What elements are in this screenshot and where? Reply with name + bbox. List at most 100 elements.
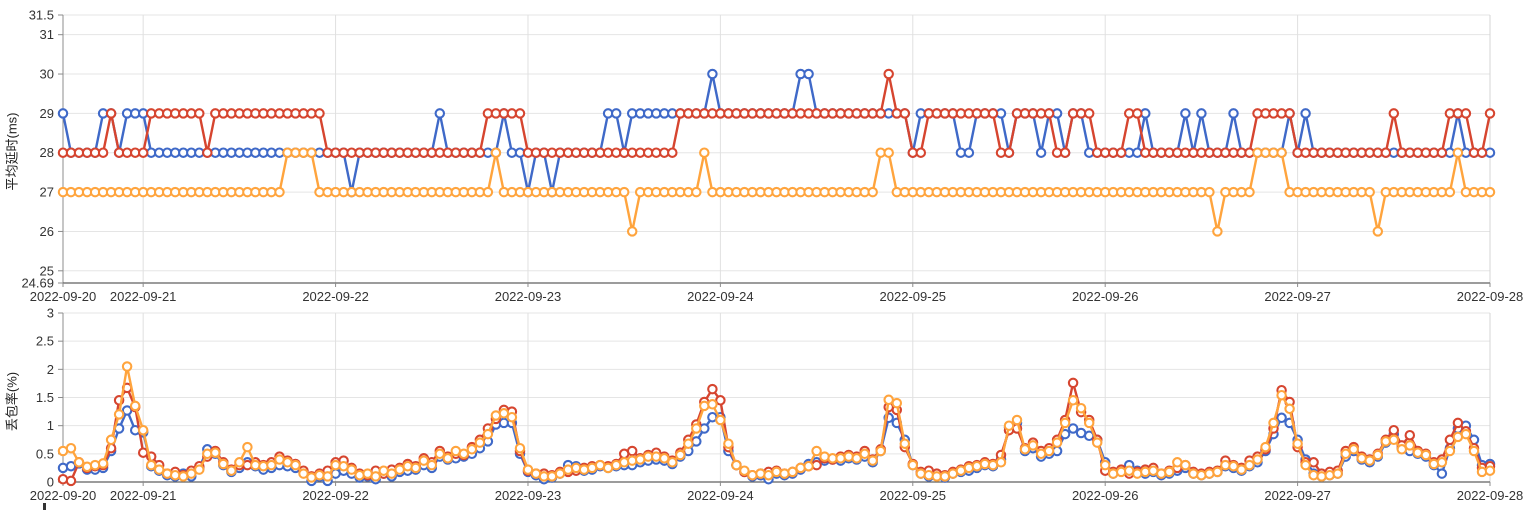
- latency-series-blue: [57, 68, 1496, 198]
- data-point-marker: [715, 395, 726, 406]
- data-point-marker: [1452, 147, 1464, 158]
- x-tick-label: 2022-09-24: [687, 289, 754, 304]
- data-point-marker: [867, 455, 878, 466]
- x-tick-label: 2022-09-22: [302, 488, 369, 503]
- x-tick-label: 2022-09-21: [110, 289, 177, 304]
- x-tick-label: 2022-09-25: [880, 488, 947, 503]
- data-point-marker: [514, 108, 526, 119]
- data-point-marker: [474, 147, 486, 158]
- data-point-marker: [899, 438, 911, 449]
- data-point-marker: [1228, 108, 1239, 119]
- data-point-marker: [1019, 444, 1031, 455]
- data-point-marker: [1011, 414, 1023, 426]
- y-tick-label: 1.5: [36, 390, 54, 405]
- data-point-marker: [987, 108, 999, 119]
- data-point-marker: [554, 468, 566, 479]
- data-point-marker: [1396, 444, 1408, 455]
- x-tick-label: 2022-09-28: [1457, 488, 1524, 503]
- data-point-marker: [1067, 423, 1079, 434]
- data-point-marker: [466, 444, 478, 455]
- data-point-marker: [1388, 424, 1400, 436]
- y-tick-label: 30: [40, 67, 54, 82]
- data-point-marker: [1436, 468, 1448, 479]
- data-point-marker: [1099, 459, 1111, 471]
- y-tick-label: 27: [40, 185, 54, 200]
- data-point-marker: [113, 409, 125, 420]
- data-point-marker: [153, 464, 165, 475]
- data-point-marker: [474, 437, 486, 448]
- data-point-marker: [57, 108, 69, 119]
- data-point-marker: [1484, 186, 1496, 198]
- data-point-marker: [835, 453, 846, 464]
- data-point-marker: [322, 471, 333, 482]
- data-point-marker: [418, 455, 430, 466]
- data-point-marker: [346, 464, 357, 475]
- data-point-marker: [707, 68, 718, 80]
- data-point-marker: [859, 448, 870, 460]
- data-point-marker: [506, 411, 518, 423]
- data-point-marker: [1380, 147, 1392, 158]
- data-point-marker: [1027, 440, 1039, 451]
- data-point-marker: [707, 383, 718, 395]
- data-point-marker: [1476, 147, 1488, 158]
- data-point-marker: [1316, 471, 1327, 482]
- data-point-marker: [186, 468, 197, 479]
- data-point-marker: [731, 459, 742, 471]
- data-point-marker: [699, 400, 710, 412]
- data-point-marker: [1420, 449, 1432, 461]
- data-point-marker: [73, 457, 85, 468]
- data-point-marker: [482, 428, 494, 440]
- data-point-marker: [907, 459, 919, 471]
- data-point-marker: [803, 68, 814, 80]
- data-point-marker: [1204, 186, 1215, 198]
- x-tick-label: 2022-09-27: [1264, 488, 1331, 503]
- data-point-marker: [1276, 147, 1287, 158]
- data-point-marker: [1484, 465, 1496, 476]
- data-point-marker: [1043, 445, 1055, 457]
- data-point-marker: [1444, 186, 1456, 198]
- data-point-marker: [1300, 459, 1311, 471]
- y-tick-label: 31.5: [29, 8, 54, 23]
- data-point-marker: [410, 462, 421, 474]
- data-point-marker: [1003, 420, 1015, 431]
- data-point-marker: [490, 147, 502, 158]
- latency-series-red: [57, 68, 1496, 158]
- data-point-marker: [891, 397, 903, 409]
- data-point-marker: [899, 108, 911, 119]
- data-point-marker: [1468, 445, 1480, 457]
- data-point-marker: [683, 438, 694, 449]
- data-point-marker: [242, 441, 253, 453]
- data-point-marker: [210, 447, 221, 458]
- data-point-marker: [137, 147, 149, 158]
- data-point-marker: [618, 186, 630, 198]
- data-point-marker: [707, 399, 718, 410]
- data-point-marker: [482, 186, 494, 198]
- data-point-marker: [1244, 459, 1255, 471]
- data-point-marker: [314, 469, 325, 481]
- data-point-marker: [1003, 147, 1015, 158]
- data-point-marker: [1284, 403, 1295, 415]
- data-point-marker: [1292, 438, 1303, 449]
- data-point-marker: [306, 147, 317, 158]
- x-tick-label: 2022-09-26: [1072, 488, 1139, 503]
- data-point-marker: [522, 464, 534, 475]
- data-point-marker: [105, 108, 117, 119]
- data-point-marker: [129, 400, 141, 412]
- data-point-marker: [434, 448, 446, 460]
- y-tick-label: 31: [40, 27, 54, 42]
- x-tick-label: 2022-09-20: [30, 488, 97, 503]
- data-point-marker: [1067, 377, 1079, 389]
- data-point-marker: [121, 361, 133, 372]
- data-point-marker: [1180, 459, 1191, 471]
- x-tick-label: 2022-09-28: [1457, 289, 1524, 304]
- data-point-marker: [105, 434, 117, 446]
- data-point-marker: [458, 448, 470, 460]
- x-tick-label: 2022-09-25: [880, 289, 947, 304]
- data-point-marker: [274, 186, 285, 198]
- data-point-marker: [1372, 226, 1384, 237]
- data-point-marker: [667, 457, 678, 468]
- y-tick-label: 28: [40, 145, 54, 160]
